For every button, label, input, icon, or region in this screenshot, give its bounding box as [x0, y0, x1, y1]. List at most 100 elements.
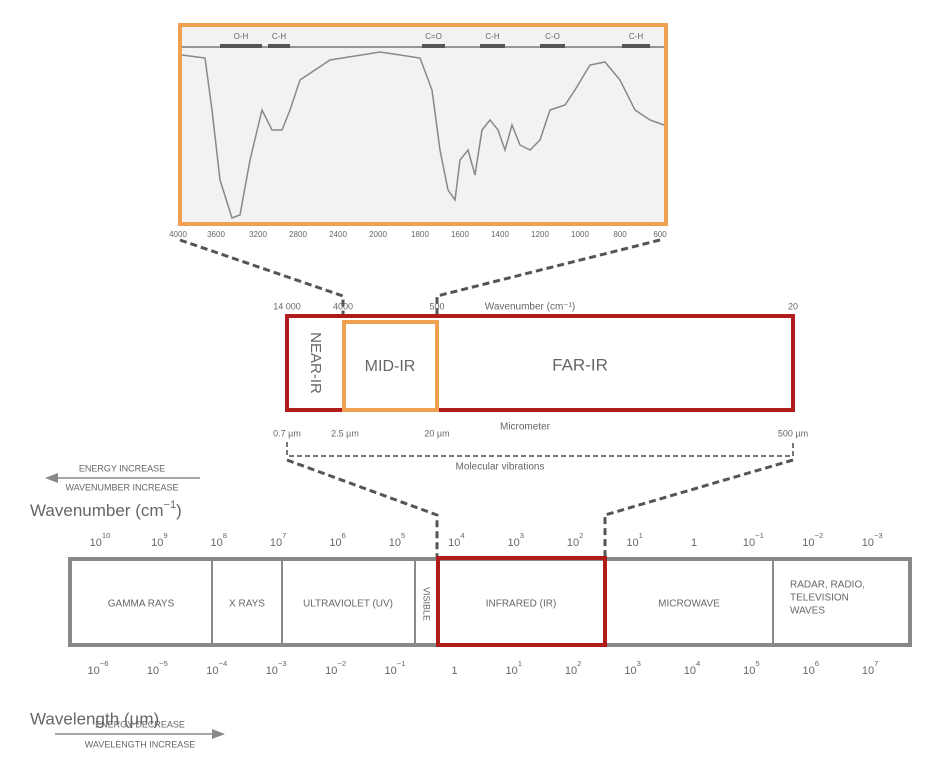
em-region-label: WAVES: [790, 606, 825, 617]
mid-ir-box: [342, 320, 439, 412]
wavelength-tick-base: 10: [87, 665, 99, 677]
wavelength-tick: 102: [565, 659, 582, 677]
spectrum-axis-label: 1000: [571, 230, 589, 239]
region-label: NEAR-IR: [307, 332, 324, 394]
ir-top-label: 14 000: [273, 301, 301, 311]
wavelength-tick: 105: [743, 659, 760, 677]
wavelength-tick-base: 10: [565, 665, 577, 677]
energy-label: ENERGY DECREASE: [95, 719, 185, 729]
wavenumber-tick-exp: −2: [815, 531, 824, 540]
em-region-label: X RAYS: [229, 599, 265, 610]
band-label: C=O: [425, 32, 442, 41]
wavenumber-tick-base: 10: [567, 537, 579, 549]
wavelength-tick: 10−3: [266, 659, 287, 677]
wavenumber-tick-base: 10: [151, 537, 163, 549]
band-marker: [540, 44, 565, 48]
spectrum-axis-label: 1800: [411, 230, 429, 239]
ir-top-label: 20: [788, 301, 798, 311]
wavelength-tick: 103: [624, 659, 641, 677]
wavenumber-tick-exp: 8: [223, 531, 227, 540]
wavenumber-tick-exp: −1: [755, 531, 764, 540]
ir-top-label: 500: [429, 301, 444, 311]
wavenumber-tick-base: 10: [211, 537, 223, 549]
axis-title-exp: −1: [164, 499, 177, 511]
wavenumber-tick-base: 10: [389, 537, 401, 549]
energy-label: ENERGY INCREASE: [79, 463, 165, 473]
wavenumber-tick-base: 10: [743, 537, 755, 549]
ir-highlight: [436, 556, 607, 647]
spectrum-axis-label: 800: [613, 230, 627, 239]
spectrum-axis-label: 2400: [329, 230, 347, 239]
wavenumber-tick-exp: 7: [282, 531, 286, 540]
wavelength-tick: 1: [451, 665, 457, 677]
band-marker: [480, 44, 505, 48]
em-region-label: VISIBLE: [422, 587, 432, 621]
wavenumber-tick-base: 10: [329, 537, 341, 549]
wavelength-tick-base: 10: [206, 665, 218, 677]
spectrum-axis-label: 2000: [369, 230, 387, 239]
wavenumber-tick-base: 10: [90, 537, 102, 549]
wavelength-tick: 101: [506, 659, 523, 677]
region-label: FAR-IR: [552, 355, 608, 374]
wavelength-tick-exp: −4: [219, 659, 228, 668]
wavenumber-tick: 101: [626, 531, 643, 549]
wavelength-tick-base: 10: [266, 665, 278, 677]
spectrum-axis-label: 600: [653, 230, 667, 239]
wavelength-tick: 10−5: [147, 659, 168, 677]
wavenumber-tick-base: 10: [508, 537, 520, 549]
wavenumber-tick: 1010: [90, 531, 111, 549]
wavenumber-tick-base: 10: [802, 537, 814, 549]
axis-title-close: ): [176, 501, 182, 520]
wavelength-tick: 10−2: [325, 659, 346, 677]
wavelength-tick: 10−1: [384, 659, 405, 677]
em-region-label: MICROWAVE: [658, 599, 720, 610]
em-bar: [68, 557, 912, 647]
spectrum-axis-label: 1200: [531, 230, 549, 239]
wavelength-tick-exp: 1: [518, 659, 522, 668]
wavenumber-tick: 107: [270, 531, 287, 549]
micrometer-label: Micrometer: [500, 422, 551, 433]
axis-title: Wavenumber (cm−1): [30, 499, 182, 521]
wavenumber-tick-base: 10: [448, 537, 460, 549]
spectrum-axis-label: 4000: [169, 230, 187, 239]
arrow-right: [212, 729, 225, 739]
spectrum-axis-label: 1400: [491, 230, 509, 239]
wavelength-tick-exp: −3: [278, 659, 287, 668]
wavelength-tick: 104: [684, 659, 701, 677]
band-marker: [220, 44, 262, 48]
wavelength-tick-base: 10: [147, 665, 159, 677]
wavenumber-tick: 1: [691, 537, 697, 549]
wavelength-tick-exp: −5: [159, 659, 168, 668]
wavelength-tick: 10−6: [87, 659, 108, 677]
arrow-left: [45, 473, 58, 483]
energy-label: WAVENUMBER INCREASE: [65, 482, 178, 492]
wavelength-tick-exp: 3: [637, 659, 641, 668]
wavenumber-tick: 109: [151, 531, 168, 549]
wavelength-tick-base: 10: [684, 665, 696, 677]
wavenumber-tick: 108: [211, 531, 228, 549]
em-region-label: INFRARED (IR): [486, 599, 557, 610]
wavelength-tick-base: 10: [624, 665, 636, 677]
ir-top-label: 4000: [333, 301, 353, 311]
em-region-label: RADAR, RADIO,: [790, 580, 865, 591]
wavelength-tick: 106: [803, 659, 820, 677]
spectrum-curve: [181, 51, 665, 219]
wavenumber-tick-exp: −3: [874, 531, 883, 540]
axis-title: Wavelength (µm): [30, 709, 159, 728]
spectrum-axis-label: 3600: [207, 230, 225, 239]
spectrum-frame: [178, 23, 668, 226]
wavenumber-tick: 103: [508, 531, 525, 549]
spectrum-axis-label: 3200: [249, 230, 267, 239]
wavelength-tick-exp: 4: [696, 659, 701, 668]
wavenumber-tick-base: 10: [626, 537, 638, 549]
wavenumber-tick-exp: 5: [401, 531, 405, 540]
band-marker: [622, 44, 650, 48]
wavenumber-tick: 10−1: [743, 531, 764, 549]
wavelength-tick-exp: 5: [755, 659, 759, 668]
wavelength-tick-exp: −1: [397, 659, 406, 668]
wavenumber-tick: 10−2: [802, 531, 823, 549]
connectors-lower: [286, 458, 794, 557]
spectrum-axis-label: 1600: [451, 230, 469, 239]
wavelength-tick-exp: −2: [337, 659, 346, 668]
wavelength-tick-base: 10: [862, 665, 874, 677]
